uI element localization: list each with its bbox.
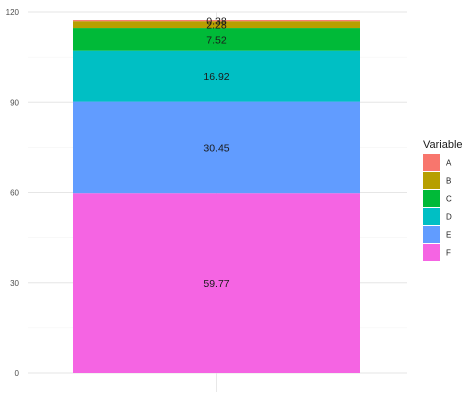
legend-key-a xyxy=(423,154,440,171)
data-label-a: 0.38 xyxy=(206,16,227,28)
data-label-b: 2.28 xyxy=(206,20,227,32)
data-label-c: 7.52 xyxy=(206,34,227,46)
y-axis-tick-labels: 0 30 60 90 120 xyxy=(6,8,20,378)
bar-segments xyxy=(73,20,360,373)
legend-key-d xyxy=(423,208,440,225)
legend-key-e xyxy=(423,226,440,243)
data-label-f: 59.77 xyxy=(203,278,229,290)
legend-label-d: D xyxy=(446,213,452,222)
bar-segment-b xyxy=(73,21,360,29)
legend-key-f xyxy=(423,244,440,261)
legend-label-c: C xyxy=(446,195,452,204)
data-label-e: 30.45 xyxy=(203,142,229,154)
legend-key-c xyxy=(423,190,440,207)
bar-segment-c xyxy=(73,28,360,51)
data-labels: 59.77 30.45 16.92 7.52 2.280.38 xyxy=(203,16,229,290)
legend-label-b: B xyxy=(446,177,451,186)
bar-segment-d xyxy=(73,50,360,102)
y-tick-label: 60 xyxy=(10,189,19,198)
bar-segment-f xyxy=(73,193,360,373)
y-tick-label: 30 xyxy=(10,279,19,288)
bar-segment-e xyxy=(73,101,360,194)
legend-label-e: E xyxy=(446,231,451,240)
y-tick-label: 0 xyxy=(15,369,20,378)
legend-label-a: A xyxy=(446,159,452,168)
data-label-d: 16.92 xyxy=(203,71,229,83)
y-tick-label: 120 xyxy=(6,8,20,17)
legend-title: Variable xyxy=(423,139,463,151)
legend-key-b xyxy=(423,172,440,189)
y-tick-label: 90 xyxy=(10,98,19,107)
bar-segment-a xyxy=(73,20,360,22)
legend-label-f: F xyxy=(446,249,451,258)
